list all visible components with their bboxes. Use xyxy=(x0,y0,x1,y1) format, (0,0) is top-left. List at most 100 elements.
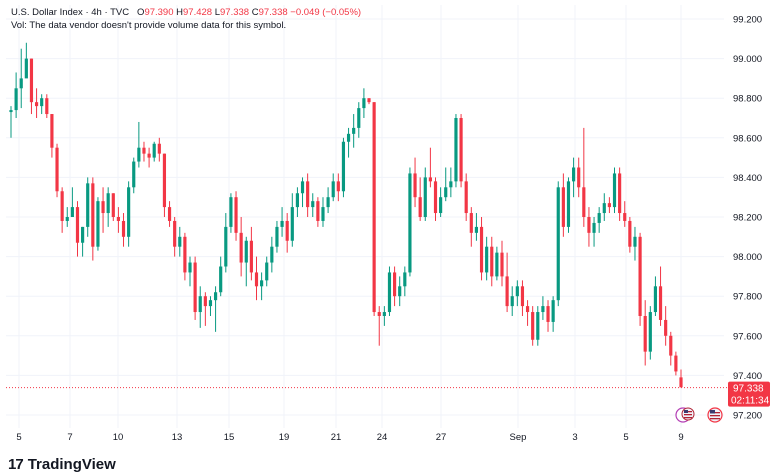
candle xyxy=(556,181,560,307)
us-flag-event-icon[interactable] xyxy=(707,407,723,423)
candle-body xyxy=(295,193,299,208)
candle xyxy=(106,187,110,227)
candle xyxy=(326,187,330,214)
candle-body xyxy=(408,173,412,273)
candle-body xyxy=(106,193,110,214)
candle xyxy=(582,127,586,227)
candle xyxy=(623,201,627,227)
candle xyxy=(127,181,131,247)
candle xyxy=(444,167,448,202)
candle xyxy=(321,197,325,227)
candle-body xyxy=(306,181,310,208)
x-tick-label: 3 xyxy=(572,432,577,443)
candle xyxy=(239,217,243,277)
candle xyxy=(178,226,182,257)
candle-body xyxy=(377,312,381,316)
candle xyxy=(393,266,397,307)
candle xyxy=(331,173,335,202)
candle-body xyxy=(485,246,489,273)
candle xyxy=(449,167,453,198)
time-axis: 5 7 10 13 15 19 21 24 27 Sep 3 5 9 xyxy=(16,432,683,443)
candle xyxy=(612,167,617,214)
candle-body xyxy=(372,102,376,313)
candle-body xyxy=(459,118,463,182)
candle-body xyxy=(510,296,514,307)
candle-body xyxy=(321,207,325,221)
symbol-legend[interactable]: U.S. Dollar Index · 4h · TVC O97.390 H97… xyxy=(11,7,362,18)
candle-body xyxy=(147,153,151,158)
candle xyxy=(587,207,591,247)
candle xyxy=(96,197,100,251)
candle-body xyxy=(19,78,23,89)
candle xyxy=(55,143,59,198)
candle xyxy=(372,102,376,316)
x-tick-label: Sep xyxy=(510,432,527,443)
candle-body xyxy=(60,191,64,221)
x-tick-label: 19 xyxy=(279,432,290,443)
y-tick-label: 97.800 xyxy=(733,292,762,303)
candles xyxy=(9,42,683,388)
candle xyxy=(546,300,550,332)
candle-body xyxy=(648,312,652,352)
candle xyxy=(34,88,39,118)
candle xyxy=(428,147,432,188)
candle-body xyxy=(198,296,202,313)
candle-body xyxy=(270,246,274,263)
candle-body xyxy=(111,193,115,217)
last-price-badge-bg xyxy=(728,381,770,407)
candle xyxy=(193,256,197,320)
candle-body xyxy=(280,220,284,227)
candle xyxy=(490,236,494,287)
economic-events xyxy=(675,407,723,423)
candle-body xyxy=(439,197,443,214)
tradingview-logo-icon: 17 xyxy=(8,456,24,473)
candle xyxy=(24,42,28,79)
candle-body xyxy=(152,143,156,158)
candle-body xyxy=(249,240,253,273)
candle-body xyxy=(592,222,596,233)
candle xyxy=(408,167,412,277)
candle-body xyxy=(275,226,279,247)
us-flag-event-icon[interactable] xyxy=(675,407,695,423)
candle-body xyxy=(336,181,340,192)
candle xyxy=(198,286,202,328)
brand-name: TradingView xyxy=(27,456,116,473)
candle xyxy=(597,207,601,233)
candle-body xyxy=(679,377,683,388)
candle xyxy=(577,157,581,198)
x-tick-label: 5 xyxy=(16,432,21,443)
candle xyxy=(306,173,310,217)
candle xyxy=(81,226,85,257)
candle xyxy=(505,252,509,313)
candle xyxy=(346,127,351,158)
x-tick-label: 21 xyxy=(331,432,342,443)
interval: 4h xyxy=(91,7,102,18)
candle-body xyxy=(193,262,197,313)
tradingview-logo[interactable]: 17 TradingView xyxy=(8,456,116,473)
candle-body xyxy=(91,183,95,247)
candle xyxy=(254,256,259,301)
candle xyxy=(531,306,535,346)
candle-body xyxy=(413,173,417,198)
y-tick-label: 98.000 xyxy=(733,252,762,263)
candle xyxy=(265,256,269,287)
candle xyxy=(65,207,69,227)
candle-body xyxy=(623,213,627,221)
candle xyxy=(132,157,136,194)
candle xyxy=(669,331,673,366)
candle-body xyxy=(234,197,238,233)
candle xyxy=(137,121,141,168)
candle-body xyxy=(612,173,617,208)
candle xyxy=(572,157,576,198)
candle xyxy=(500,240,504,287)
candle xyxy=(357,102,361,138)
last-price-badge: 97.338 02:11:34 xyxy=(728,381,770,407)
candle-body xyxy=(597,213,601,223)
candle-body xyxy=(311,201,315,208)
candle-body xyxy=(551,300,555,322)
candle xyxy=(285,213,289,253)
candle-body xyxy=(14,88,18,111)
candle-body xyxy=(546,306,550,322)
candle xyxy=(167,201,172,227)
